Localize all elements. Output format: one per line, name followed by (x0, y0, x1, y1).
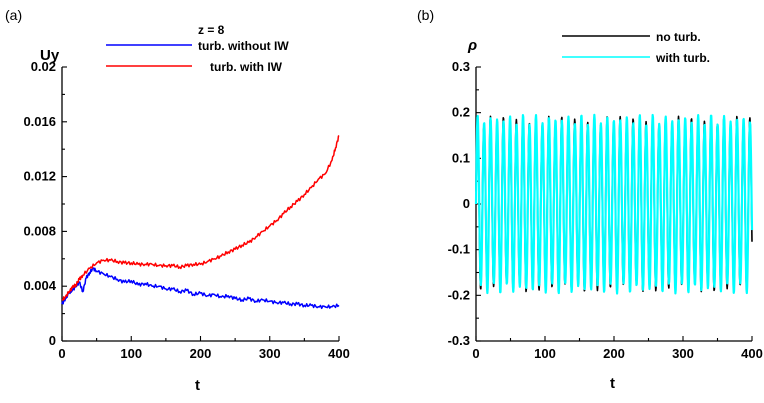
y-tick-label: -0.1 (448, 242, 470, 257)
legend-label-with-iw: turb. with IW (210, 60, 283, 74)
x-tick-label: 200 (603, 346, 625, 361)
y-tick-label: 0.012 (23, 169, 56, 184)
panel-b-series (474, 113, 754, 295)
panel-b-xlabel: t (610, 375, 615, 392)
panel-a-annotation: z = 8 (198, 23, 225, 37)
panel-b: (b) ρ t no turb. with turb. -0.3 -0.2 -0.1… (417, 7, 763, 392)
x-tick-label: 300 (672, 346, 694, 361)
panel-a-ylabel: Uy (40, 47, 60, 64)
panel-b-axes: -0.3 -0.2 -0.1 0 0.1 0.2 0.3 0 100 200 300 400 (448, 59, 763, 361)
panel-a: (a) z = 8 Uy t turb. without IW turb. wi… (5, 7, 350, 394)
y-tick-label: -0.3 (448, 333, 470, 348)
legend-label-with-turb: with turb. (655, 51, 710, 65)
series-line-turb-with-iw (61, 134, 340, 301)
y-tick-label: 0.1 (452, 150, 470, 165)
y-tick-label: 0.004 (23, 278, 56, 293)
panel-a-xlabel: t (195, 377, 200, 394)
panel-a-axes: 0 0.004 0.008 0.012 0.016 0.02 0 100 200 300 400 (23, 59, 349, 361)
y-tick-label: 0.02 (31, 59, 56, 74)
series-line-with-turb- (474, 113, 754, 295)
y-tick-label: 0 (49, 333, 56, 348)
x-tick-label: 400 (741, 346, 763, 361)
y-tick-label: 0.016 (23, 114, 56, 129)
panel-a-label: (a) (5, 7, 22, 23)
x-tick-label: 300 (259, 346, 281, 361)
x-tick-label: 400 (328, 346, 350, 361)
x-tick-label: 0 (58, 346, 65, 361)
panel-b-label: (b) (417, 7, 434, 23)
x-tick-label: 100 (120, 346, 142, 361)
panel-b-ylabel: ρ (467, 37, 477, 54)
series-line-turb-without-iw (61, 266, 340, 310)
y-tick-label: 0.2 (452, 105, 470, 120)
y-tick-label: 0.3 (452, 59, 470, 74)
legend-label-without-iw: turb. without IW (198, 39, 289, 53)
panel-a-series (61, 134, 340, 310)
y-tick-label: 0.008 (23, 223, 56, 238)
x-tick-label: 0 (472, 346, 479, 361)
panel-b-legend: no turb. with turb. (562, 30, 710, 65)
x-tick-label: 100 (534, 346, 556, 361)
legend-label-no-turb: no turb. (656, 30, 701, 44)
y-tick-label: -0.2 (448, 287, 470, 302)
panel-a-legend: turb. without IW turb. with IW (106, 39, 289, 74)
y-tick-label: 0 (463, 196, 470, 211)
x-tick-label: 200 (190, 346, 212, 361)
